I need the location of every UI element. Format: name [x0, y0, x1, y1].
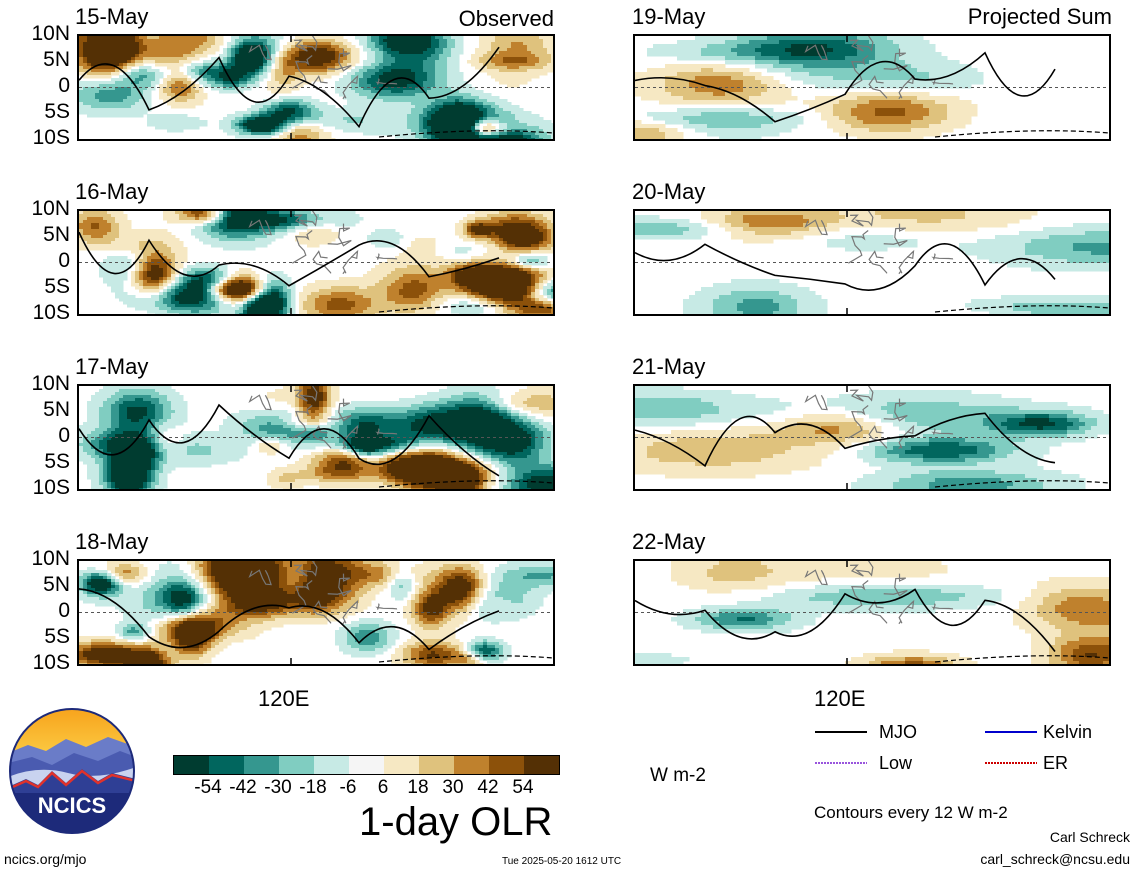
lat-label-1-0: 10N [31, 197, 70, 220]
lat-label-3-0: 10N [31, 547, 70, 570]
olr-panel-17-may [77, 384, 555, 491]
observed-label: Observed [458, 6, 554, 31]
colorbar-tick-label: 6 [377, 777, 389, 798]
colorbar-swatch-10 [524, 756, 559, 774]
lat-label-1-1: 5N [43, 223, 70, 246]
projected-label: Projected Sum [967, 4, 1112, 29]
colorbar-tick-label: -54 [194, 777, 222, 798]
panel-date-16-may: 16-May [75, 179, 149, 204]
legend-label-low: Low [879, 753, 913, 773]
panel-date-18-may: 18-May [75, 529, 149, 554]
colorbar-tick-label: -42 [229, 777, 257, 798]
colorbar: -54 -42 -30 -18 -6 6 18 30 42 54 [173, 755, 560, 801]
colorbar-swatch-6 [384, 756, 419, 774]
footer-author: Carl Schreck [1049, 829, 1130, 845]
olr-field [79, 386, 553, 489]
lat-label-3-2: 0 [58, 599, 70, 622]
footer-timestamp: Tue 2025-05-20 1612 UTC [502, 856, 622, 867]
colorbar-swatch-0 [174, 756, 209, 774]
lat-label-2-2: 0 [58, 424, 70, 447]
wave-legend: MJO Kelvin Low ER [815, 720, 1115, 780]
colorbar-swatch-9 [489, 756, 524, 774]
olr-panel-21-may [633, 384, 1111, 491]
lat-label-2-1: 5N [43, 398, 70, 421]
colorbar-swatch-2 [244, 756, 279, 774]
legend-label-er: ER [1043, 753, 1069, 773]
lat-label-2-0: 10N [31, 372, 70, 395]
olr-field [635, 561, 1109, 664]
lat-label-0-2: 0 [58, 74, 70, 97]
colorbar-swatch-8 [454, 756, 489, 774]
footer-url[interactable]: ncics.org/mjo [4, 851, 87, 867]
lat-label-1-2: 0 [58, 249, 70, 272]
colorbar-swatches [173, 755, 560, 775]
lat-label-1-4: 10S [32, 301, 70, 324]
olr-panel-22-may [633, 559, 1111, 666]
colorbar-tick-label: -6 [339, 777, 357, 798]
panel-date-22-may: 22-May [632, 529, 706, 554]
panel-date-21-may: 21-May [632, 354, 706, 379]
chart-title: 1-day OLR [359, 800, 553, 844]
lat-label-0-3: 5S [44, 100, 70, 123]
lat-label-0-1: 5N [43, 48, 70, 71]
lat-label-3-4: 10S [32, 651, 70, 674]
olr-panel-19-may [633, 34, 1111, 141]
olr-field [635, 386, 1109, 489]
lat-label-0-0: 10N [31, 22, 70, 45]
colorbar-tick-label: -18 [299, 777, 327, 798]
colorbar-tick-label: 54 [512, 777, 534, 798]
lat-label-0-4: 10S [32, 126, 70, 149]
olr-panel-16-may [77, 209, 555, 316]
footer-email[interactable]: carl_schreck@ncsu.edu [980, 851, 1130, 867]
logo-text: NCICS [38, 793, 106, 818]
colorbar-tick-label: 42 [477, 777, 499, 798]
olr-panel-20-may [633, 209, 1111, 316]
lat-label-2-4: 10S [32, 476, 70, 499]
units-label: W m-2 [650, 765, 706, 786]
ncics-logo: NCICS [8, 707, 136, 835]
olr-panel-15-may [77, 34, 555, 141]
colorbar-tick-label: 18 [407, 777, 429, 798]
panel-date-20-may: 20-May [632, 179, 706, 204]
legend-label-kelvin: Kelvin [1043, 722, 1093, 742]
lat-label-2-3: 5S [44, 450, 70, 473]
olr-field [635, 36, 1109, 139]
colorbar-tick-label: -30 [264, 777, 292, 798]
lon-label-right: 120E [814, 686, 866, 711]
panel-date-15-may: 15-May [75, 4, 149, 29]
colorbar-swatch-1 [209, 756, 244, 774]
colorbar-ticks: -54 -42 -30 -18 -6 6 18 30 42 54 [173, 777, 560, 801]
colorbar-swatch-5 [349, 756, 384, 774]
colorbar-swatch-7 [419, 756, 454, 774]
colorbar-tick-label: 30 [442, 777, 464, 798]
olr-field [635, 211, 1109, 314]
colorbar-swatch-4 [314, 756, 349, 774]
olr-field [79, 561, 553, 664]
olr-field [79, 36, 553, 139]
legend-label-mjo: MJO [879, 722, 917, 742]
olr-field [79, 211, 553, 314]
contour-note: Contours every 12 W m-2 [814, 803, 1008, 822]
lat-label-1-3: 5S [44, 275, 70, 298]
panel-date-17-may: 17-May [75, 354, 149, 379]
lon-label-left: 120E [258, 686, 310, 711]
panel-date-19-may: 19-May [632, 4, 706, 29]
olr-panel-18-may [77, 559, 555, 666]
lat-label-3-3: 5S [44, 625, 70, 648]
lat-label-3-1: 5N [43, 573, 70, 596]
colorbar-swatch-3 [279, 756, 314, 774]
